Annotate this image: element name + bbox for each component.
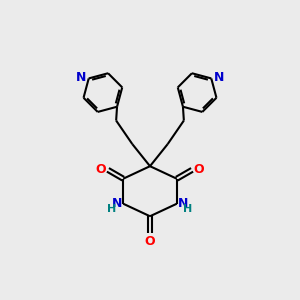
Text: N: N	[112, 196, 122, 210]
Text: N: N	[178, 196, 188, 210]
Text: H: H	[107, 204, 117, 214]
Text: O: O	[145, 235, 155, 248]
Text: N: N	[76, 71, 86, 84]
Text: O: O	[96, 163, 106, 176]
Text: O: O	[194, 163, 204, 176]
Text: H: H	[183, 204, 193, 214]
Text: N: N	[214, 71, 224, 84]
